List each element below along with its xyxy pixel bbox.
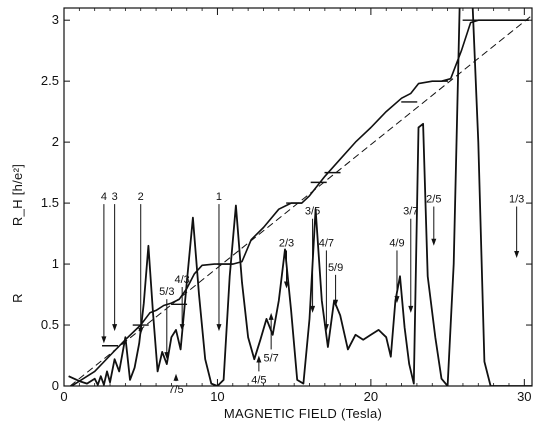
y-tick-label: 2.5 — [41, 73, 59, 88]
annotation-label: 7/5 — [168, 384, 183, 396]
x-tick-label: 0 — [60, 389, 67, 404]
y-tick-label: 0.5 — [41, 317, 59, 332]
series-line-resistance — [68, 8, 532, 386]
annotation-label: 2/5 — [426, 194, 441, 206]
axis-ticks: 0 10 20 30 0 0.5 1 1.5 2 2.5 3 — [41, 8, 532, 404]
annotation-label: 4/9 — [389, 237, 404, 249]
annotation-arrowhead — [138, 327, 144, 335]
annotation-label: 5/3 — [159, 286, 174, 298]
annotation-arrowhead — [283, 281, 289, 289]
annotation-label: 1/3 — [509, 194, 524, 206]
y-axis-title-resistance: R — [10, 293, 25, 303]
y-tick-label: 3 — [52, 12, 59, 27]
annotation-arrowhead — [323, 324, 329, 332]
annotation-arrowhead — [431, 238, 437, 246]
annotation-label: 4/3 — [175, 274, 190, 286]
annotation-arrowhead — [216, 324, 222, 332]
annotation-label: 4/5 — [251, 374, 266, 386]
y-tick-label: 0 — [52, 378, 59, 393]
annotation-arrowhead — [164, 352, 170, 360]
plot-border — [63, 7, 533, 387]
annotation-label: 3 — [112, 191, 118, 203]
annotation-label: 5/7 — [263, 352, 278, 364]
annotation-arrowhead — [394, 296, 400, 304]
annotation-arrowhead — [112, 324, 118, 332]
annotation-arrowhead — [101, 336, 107, 344]
annotation-arrowhead — [173, 373, 179, 381]
annotation-label: 2 — [138, 191, 144, 203]
y-tick-label: 2 — [52, 134, 59, 149]
annotation-label: 4 — [101, 191, 107, 203]
annotation-layer: 4 3 2 5/34/3 7/5 1 4/5 5/7 2/3 3/5 4/7 5/9 4/9 3/7 2/5… — [101, 19, 524, 396]
annotation-arrowhead — [333, 299, 339, 307]
x-tick-label: 20 — [364, 389, 378, 404]
annotation-label: 5/9 — [328, 262, 343, 274]
annotation-label: 4/7 — [319, 237, 334, 249]
annotation-arrowhead — [408, 305, 414, 313]
annotation-arrowhead — [179, 324, 185, 332]
annotation-label: 1 — [216, 191, 222, 203]
annotation-arrowhead — [256, 355, 262, 363]
annotation-label: 3/7 — [403, 206, 418, 218]
y-tick-label: 1.5 — [41, 195, 59, 210]
y-tick-label: 1 — [52, 256, 59, 271]
annotation-arrowhead — [310, 305, 316, 313]
annotation-arrowhead — [268, 312, 274, 320]
x-axis-title: MAGNETIC FIELD (Tesla) — [224, 406, 382, 421]
annotation-label: 2/3 — [279, 237, 294, 249]
x-tick-label: 30 — [517, 389, 531, 404]
annotation-label: 3/5 — [305, 206, 320, 218]
plot-frame — [63, 7, 533, 387]
annotation-arrowhead — [514, 250, 520, 258]
y-axis-title-hall: R_H [h/e²] — [10, 164, 25, 226]
x-tick-label: 10 — [210, 389, 224, 404]
